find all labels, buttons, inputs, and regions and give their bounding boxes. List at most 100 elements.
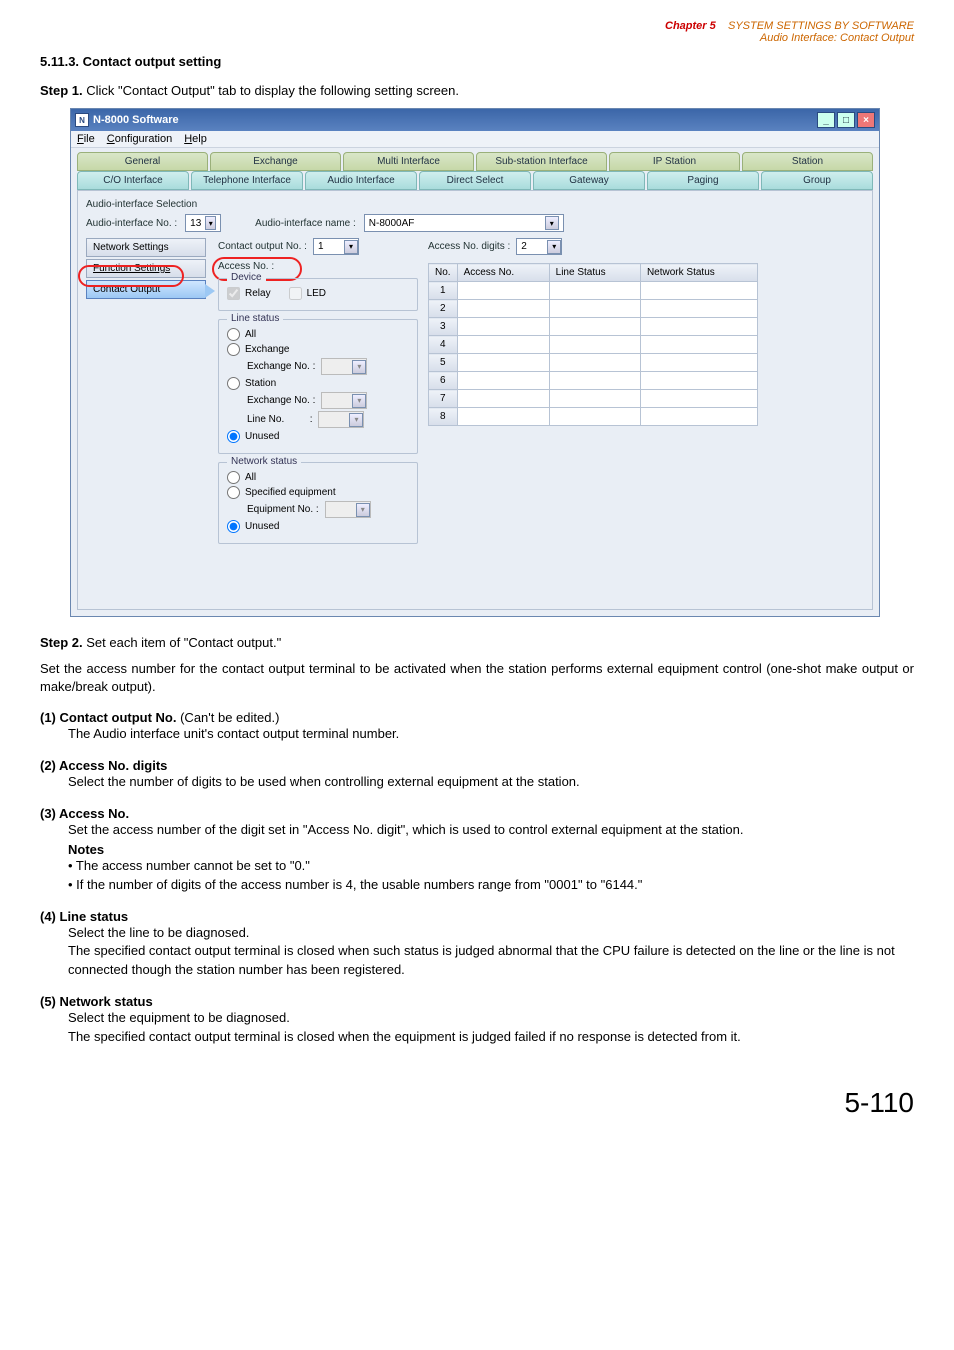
table-row: 4 <box>429 336 758 354</box>
tab-gateway[interactable]: Gateway <box>533 171 645 190</box>
tab-telephone-interface[interactable]: Telephone Interface <box>191 171 303 190</box>
radio-line-unused[interactable]: Unused <box>227 430 409 443</box>
fieldset-network-status: Network status All Specified equipment E… <box>218 462 418 544</box>
th-line-status: Line Status <box>549 264 640 282</box>
table-row: 7 <box>429 390 758 408</box>
tab-paging[interactable]: Paging <box>647 171 759 190</box>
menu-help[interactable]: Help <box>184 133 207 145</box>
output-table: No. Access No. Line Status Network Statu… <box>428 263 758 426</box>
access-digits-label: Access No. digits : <box>428 241 510 252</box>
tab-co-interface[interactable]: C/O Interface <box>77 171 189 190</box>
chevron-down-icon: ▾ <box>545 216 559 230</box>
item5-body1: Select the equipment to be diagnosed. <box>68 1009 914 1028</box>
item2-body: Select the number of digits to be used w… <box>68 773 914 792</box>
checkbox-relay[interactable]: Relay <box>227 287 271 300</box>
access-digits-combo[interactable]: 2 ▾ <box>516 238 562 255</box>
item5-heading: (5) Network status <box>40 994 914 1009</box>
tab-exchange[interactable]: Exchange <box>210 152 341 171</box>
tab-general[interactable]: General <box>77 152 208 171</box>
tabs-row-2: C/O Interface Telephone Interface Audio … <box>71 171 879 190</box>
step1-label: Step 1. <box>40 83 83 98</box>
chapter-subtitle: Audio Interface: Contact Output <box>760 32 914 44</box>
th-access-no: Access No. <box>457 264 549 282</box>
chevron-down-icon: ▾ <box>356 503 370 517</box>
line-no-label: Line No. <box>247 414 284 425</box>
item5-body2: The specified contact output terminal is… <box>68 1028 914 1047</box>
radio-net-all[interactable]: All <box>227 471 409 484</box>
side-btn-function-settings[interactable]: Function Settings <box>86 259 206 278</box>
access-no-label: Access No. : <box>218 261 274 272</box>
exchange-no-label: Exchange No. : <box>247 361 315 372</box>
close-button[interactable]: × <box>857 112 875 128</box>
audio-if-no-label: Audio-interface No. : <box>86 218 177 229</box>
legend-device: Device <box>227 272 266 283</box>
contact-output-no-value: 1 <box>318 241 324 252</box>
item3-body1: Set the access number of the digit set i… <box>68 821 914 840</box>
item3-note2: • If the number of digits of the access … <box>68 876 914 895</box>
tab-group[interactable]: Group <box>761 171 873 190</box>
app-window: N N-8000 Software _ □ × File Configurati… <box>70 108 880 617</box>
fieldset-line-status: Line status All Exchange Exchange No. : … <box>218 319 418 454</box>
checkbox-led[interactable]: LED <box>289 287 326 300</box>
minimize-button[interactable]: _ <box>817 112 835 128</box>
item4-heading: (4) Line status <box>40 909 914 924</box>
exchange-no-combo: ▾ <box>321 358 367 375</box>
arrow-right-icon <box>205 284 215 298</box>
radio-line-station[interactable]: Station <box>227 377 409 390</box>
side-btn-contact-output-label: Contact Output <box>93 284 160 295</box>
tab-audio-interface[interactable]: Audio Interface <box>305 171 417 190</box>
audio-if-name-combo[interactable]: N-8000AF ▾ <box>364 214 564 232</box>
tab-station[interactable]: Station <box>742 152 873 171</box>
app-icon: N <box>75 113 89 127</box>
window-title: N-8000 Software <box>93 114 179 126</box>
titlebar: N N-8000 Software _ □ × <box>71 109 879 131</box>
contact-output-no-label: Contact output No. : <box>218 241 307 252</box>
radio-line-exchange[interactable]: Exchange <box>227 343 409 356</box>
audio-if-no-combo[interactable]: 13 ▾ <box>185 214 221 232</box>
config-column: Contact output No. : 1 ▾ Access No. : De… <box>218 238 418 552</box>
radio-net-specified[interactable]: Specified equipment <box>227 486 409 499</box>
side-btn-contact-output[interactable]: Contact Output <box>86 280 206 299</box>
table-row: 5 <box>429 354 758 372</box>
radio-net-unused[interactable]: Unused <box>227 520 409 533</box>
side-btn-network-settings[interactable]: Network Settings <box>86 238 206 257</box>
table-row: 2 <box>429 300 758 318</box>
chevron-down-icon: ▾ <box>547 240 561 254</box>
item1-heading: (1) Contact output No. (Can't be edited.… <box>40 710 914 725</box>
step2-label: Step 2. <box>40 635 83 650</box>
equipment-no-combo: ▾ <box>325 501 371 518</box>
table-row: 8 <box>429 408 758 426</box>
chevron-down-icon: ▾ <box>352 394 366 408</box>
item2-heading: (2) Access No. digits <box>40 758 914 773</box>
step2-line: Step 2. Set each item of "Contact output… <box>40 635 914 650</box>
item4-body1: Select the line to be diagnosed. <box>68 924 914 943</box>
maximize-button[interactable]: □ <box>837 112 855 128</box>
station-exchange-no-label: Exchange No. : <box>247 395 315 406</box>
tab-multi-interface[interactable]: Multi Interface <box>343 152 474 171</box>
access-digits-value: 2 <box>521 241 527 252</box>
chapter-title: SYSTEM SETTINGS BY SOFTWARE <box>728 20 914 32</box>
item4-body2: The specified contact output terminal is… <box>68 942 914 980</box>
tab-ip-station[interactable]: IP Station <box>609 152 740 171</box>
audio-if-name-label: Audio-interface name : <box>255 218 356 229</box>
line-no-combo: ▾ <box>318 411 364 428</box>
audio-if-no-value: 13 <box>190 218 201 229</box>
tab-direct-select[interactable]: Direct Select <box>419 171 531 190</box>
table-area: Access No. digits : 2 ▾ No. Access No. L… <box>428 238 758 426</box>
tab-substation-interface[interactable]: Sub-station Interface <box>476 152 607 171</box>
equipment-no-label: Equipment No. : <box>247 504 319 515</box>
content-area: Audio-interface Selection Audio-interfac… <box>77 190 873 610</box>
fieldset-device: Device Relay LED <box>218 278 418 311</box>
menu-config[interactable]: Configuration <box>107 133 172 145</box>
legend-line-status: Line status <box>227 313 283 324</box>
chevron-down-icon: ▾ <box>352 360 366 374</box>
section-heading: 5.11.3. Contact output setting <box>40 54 914 69</box>
item1-body: The Audio interface unit's contact outpu… <box>68 725 914 744</box>
menu-file[interactable]: File <box>77 133 95 145</box>
page-number: 5-110 <box>40 1087 914 1119</box>
th-no: No. <box>429 264 458 282</box>
contact-output-no-combo[interactable]: 1 ▾ <box>313 238 359 255</box>
menubar: File Configuration Help <box>71 131 879 148</box>
radio-line-all[interactable]: All <box>227 328 409 341</box>
item3-note1: • The access number cannot be set to "0.… <box>68 857 914 876</box>
